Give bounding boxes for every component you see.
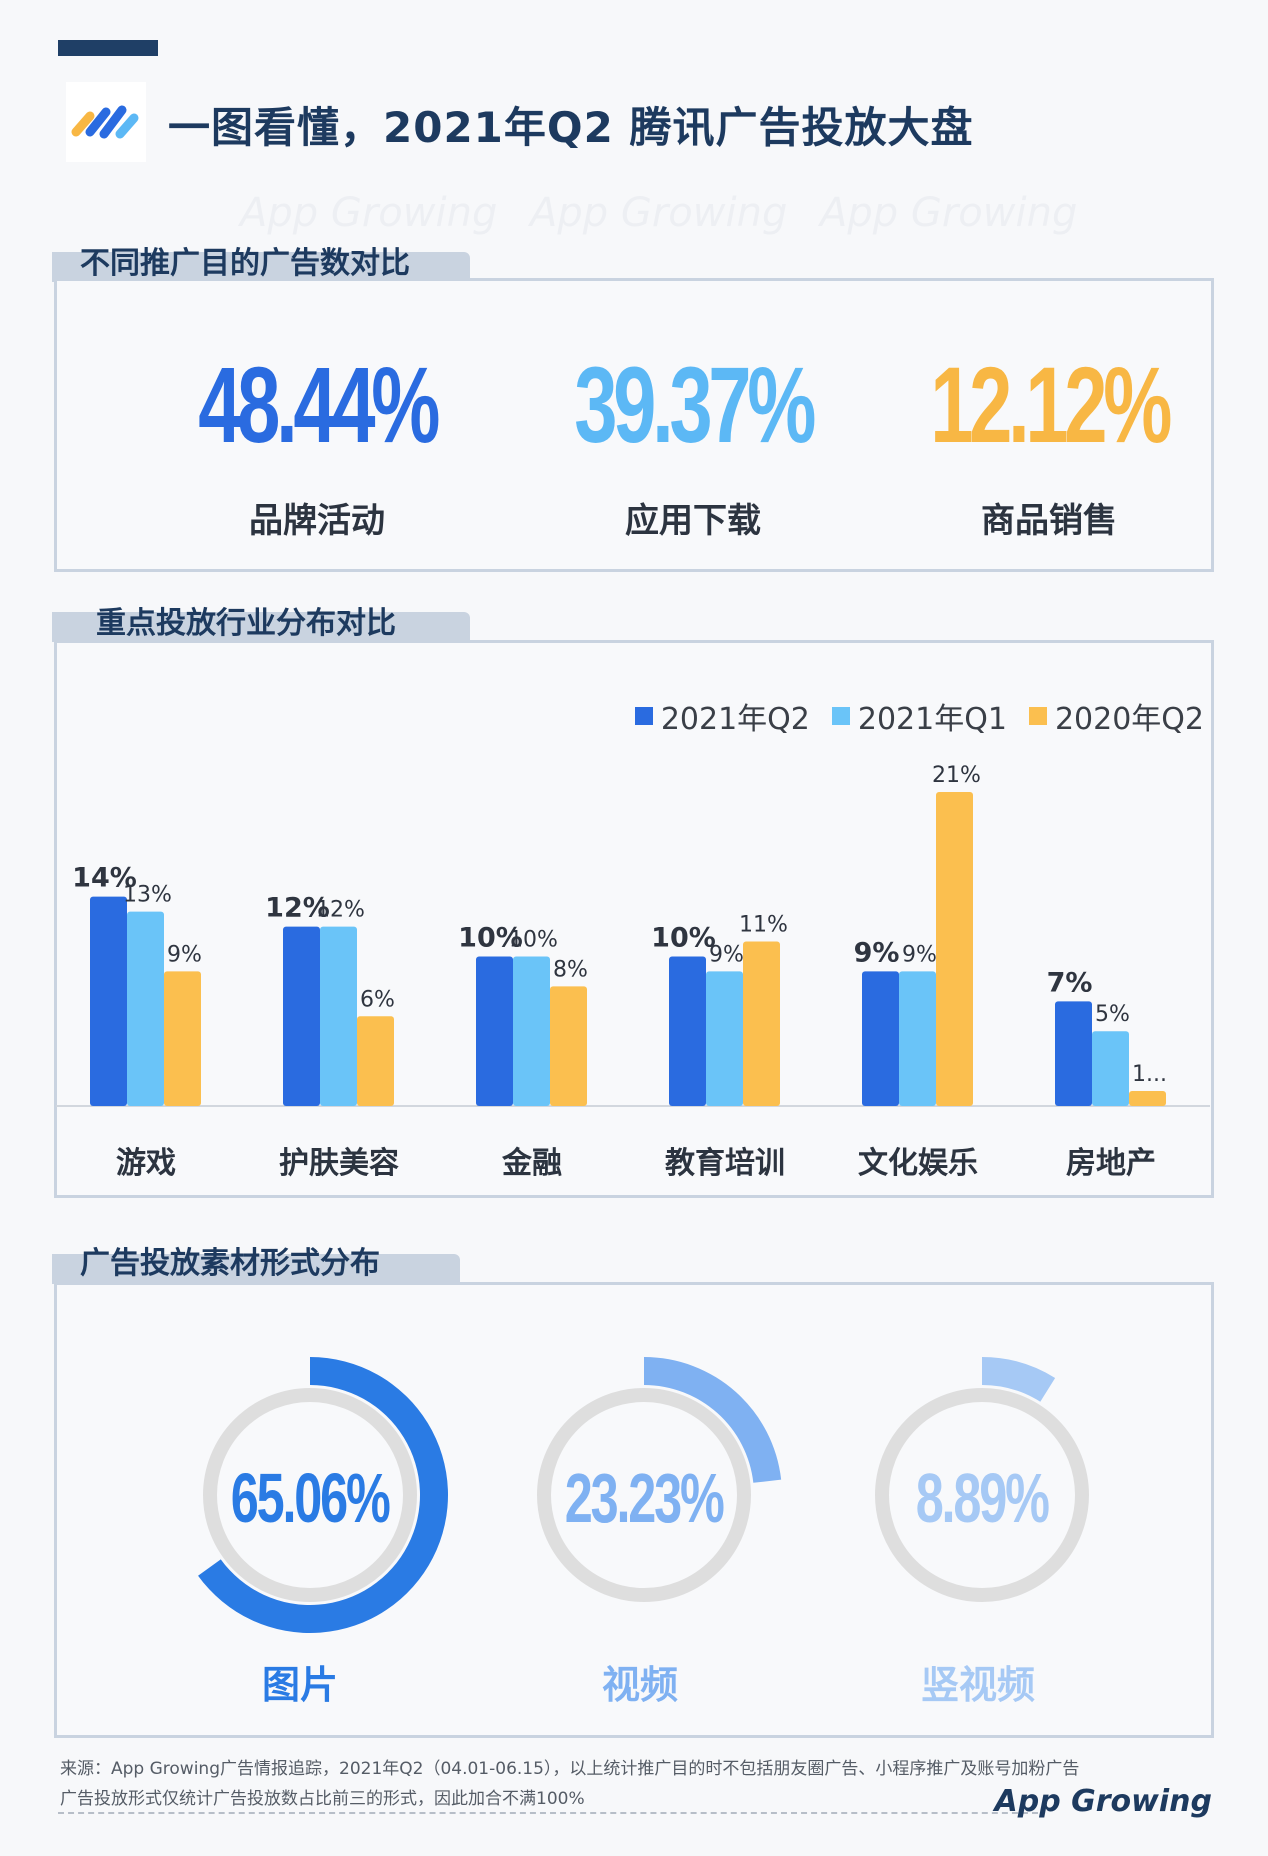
- app-logo: [66, 82, 146, 162]
- stat-value: 39.37%: [574, 344, 816, 465]
- donut-value: 65.06%: [180, 1458, 440, 1538]
- stat-app-download: 39.37% 应用下载: [513, 351, 873, 542]
- source-note: 来源：App Growing广告情报追踪，2021年Q2（04.01-06.15…: [60, 1759, 1080, 1779]
- legend-swatch: [1028, 707, 1047, 725]
- section-tab: [52, 1254, 460, 1284]
- brand-logo: App Growing: [994, 1784, 1212, 1819]
- legend-swatch: [831, 707, 850, 725]
- chart-legend: 2021年Q2 2021年Q1 2020年Q2: [634, 694, 1204, 738]
- donut-value-text: 8.89%: [915, 1459, 1050, 1537]
- page-title: 一图看懂，2021年Q2 腾讯广告投放大盘: [168, 103, 974, 152]
- category-label: 文化娱乐: [858, 1146, 978, 1181]
- legend-label: 2021年Q2: [660, 702, 810, 737]
- stat-label: 商品销售: [981, 501, 1117, 541]
- category-label: 金融: [502, 1146, 562, 1181]
- category-label: 房地产: [1066, 1146, 1156, 1181]
- donut-value: 23.23%: [514, 1458, 774, 1538]
- category-label: 护肤美容: [279, 1146, 399, 1181]
- stat-label: 应用下载: [625, 501, 761, 541]
- watermark: App Growing: [530, 190, 788, 236]
- section-tab: [52, 612, 470, 642]
- section-tab: [52, 252, 470, 282]
- donut-label: 竖视频: [920, 1663, 1035, 1707]
- format-note: 广告投放形式仅统计广告投放数占比前三的形式，因此加合不满100%: [60, 1789, 585, 1809]
- watermark: App Growing: [240, 190, 498, 236]
- stat-brand: 48.44% 品牌活动: [137, 351, 497, 542]
- legend-label: 2021年Q1: [857, 702, 1007, 737]
- watermark: App Growing: [820, 190, 1078, 236]
- stat-commerce: 12.12% 商品销售: [869, 351, 1229, 542]
- section-title-industry: 重点投放行业分布对比: [96, 606, 396, 641]
- donut-value-text: 23.23%: [565, 1459, 725, 1537]
- donut-label: 图片: [261, 1663, 338, 1707]
- purpose-section: 48.44% 品牌活动 39.37% 应用下载 12.12% 商品销售: [54, 278, 1214, 572]
- section-title-purpose: 不同推广目的广告数对比: [80, 246, 410, 281]
- legend-label: 2020年Q2: [1054, 702, 1204, 737]
- legend-item: 2021年Q2: [634, 694, 810, 738]
- header-accent-bar: [58, 40, 158, 56]
- legend-item: 2021年Q1: [831, 694, 1007, 738]
- category-label: 游戏: [116, 1146, 176, 1181]
- donut-value-text: 65.06%: [231, 1459, 391, 1537]
- section-title-format: 广告投放素材形式分布: [80, 1246, 380, 1281]
- footer-divider: [58, 1812, 1038, 1814]
- stat-value: 48.44%: [198, 344, 440, 465]
- donut-value: 8.89%: [852, 1458, 1112, 1538]
- legend-item: 2020年Q2: [1028, 694, 1204, 738]
- legend-swatch: [634, 707, 653, 725]
- logo-stripes-icon: [71, 105, 139, 139]
- stat-label: 品牌活动: [249, 501, 385, 541]
- category-label: 教育培训: [665, 1146, 785, 1181]
- donut-label: 视频: [601, 1663, 678, 1707]
- stat-value: 12.12%: [930, 344, 1172, 465]
